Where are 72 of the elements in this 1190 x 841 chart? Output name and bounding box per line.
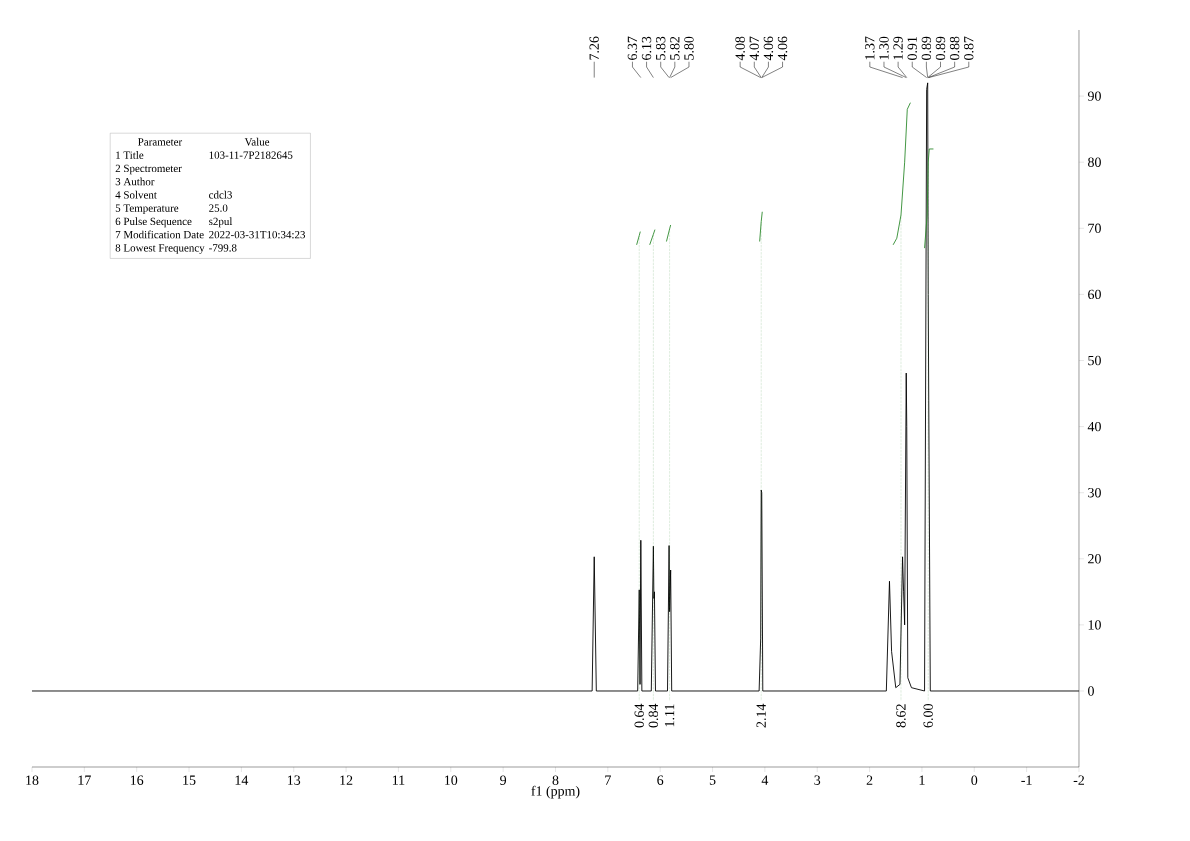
x-tick-label: 8 <box>552 775 559 785</box>
x-tick-label: 9 <box>500 775 507 785</box>
annotation: 0.89 <box>935 36 946 60</box>
annotation: 1.11 <box>664 704 675 727</box>
annotation: 6.37 <box>627 36 638 60</box>
x-tick-label: -2 <box>1073 775 1085 785</box>
category-label: 5 Temperature <box>115 204 179 215</box>
annotation: 4.08 <box>735 36 745 61</box>
annotation: 2.14 <box>756 703 766 728</box>
y-tick-label: 90 <box>1087 91 1101 101</box>
annotation: 6.13 <box>641 36 652 60</box>
category-label: Parameter <box>138 138 183 146</box>
x-tick-label: 13 <box>287 775 301 785</box>
annotation: cdcl3 <box>209 190 232 199</box>
x-tick-label: 18 <box>26 775 39 785</box>
y-tick-label: 0 <box>1088 686 1094 696</box>
annotation: 6.00 <box>923 704 933 728</box>
category-label: 7 Modification Date <box>115 230 204 239</box>
annotation: 1.30 <box>879 36 889 60</box>
x-tick-label: 5 <box>709 775 716 785</box>
x-tick-label: 2 <box>866 775 873 785</box>
x-tick-label: 11 <box>392 775 405 785</box>
x-tick-label: -1 <box>1021 775 1032 785</box>
annotation: 1.37 <box>865 36 875 60</box>
annotation: Value <box>244 137 270 146</box>
annotation: 0.64 <box>634 703 644 728</box>
annotation: 25.0 <box>209 204 228 212</box>
annotation: 5.83 <box>655 36 666 60</box>
category-label: 1 Title <box>116 151 144 159</box>
annotation: 2022-03-31T10:34:23 <box>209 230 306 239</box>
annotation: 0.88 <box>949 36 960 60</box>
annotation: 7.26 <box>589 36 599 60</box>
x-tick-label: 12 <box>340 775 353 785</box>
y-tick-label: 10 <box>1088 620 1101 630</box>
y-tick-label: 70 <box>1088 223 1101 233</box>
annotation: 4.06 <box>763 36 774 61</box>
annotation: -799.8 <box>209 244 237 252</box>
y-tick-label: 20 <box>1088 554 1101 564</box>
annotation: 8.62 <box>896 704 906 728</box>
annotation: 1.29 <box>893 36 903 60</box>
y-tick-label: 60 <box>1088 289 1101 300</box>
annotation: 5.80 <box>684 36 694 60</box>
annotation: 5.82 <box>670 36 680 60</box>
y-tick-label: 50 <box>1088 355 1101 366</box>
x-tick-label: 17 <box>78 775 91 785</box>
x-tick-label: 14 <box>235 775 249 785</box>
annotation: 4.06 <box>777 36 788 61</box>
annotation: 4.07 <box>749 36 760 61</box>
x-tick-label: 6 <box>657 775 664 785</box>
x-tick-label: 1 <box>919 775 925 785</box>
x-axis-title: f1 (ppm) <box>531 785 580 799</box>
x-tick-label: 16 <box>130 775 144 785</box>
annotation: s2pul <box>209 217 233 228</box>
y-tick-label: 30 <box>1088 487 1101 498</box>
category-label: 6 Pulse Sequence <box>115 217 192 228</box>
x-tick-label: 3 <box>814 775 821 785</box>
x-tick-label: 4 <box>761 775 769 785</box>
annotation: 0.91 <box>907 36 917 60</box>
annotation: 103-11-7P2182645 <box>209 151 293 159</box>
category-label: 4 Solvent <box>115 190 157 199</box>
y-tick-label: 40 <box>1087 421 1101 432</box>
category-label: 3 Author <box>115 177 155 186</box>
y-tick-label: 80 <box>1088 157 1101 167</box>
x-tick-label: 0 <box>971 775 978 785</box>
annotation: 0.84 <box>648 703 659 728</box>
x-tick-label: 7 <box>605 775 611 785</box>
annotation: 0.89 <box>921 36 932 60</box>
x-tick-label: 15 <box>183 775 196 785</box>
category-label: 8 Lowest Frequency <box>115 244 205 254</box>
annotation: 0.87 <box>964 36 974 60</box>
x-tick-label: 10 <box>445 775 458 785</box>
category-label: 2 Spectrometer <box>115 164 182 175</box>
